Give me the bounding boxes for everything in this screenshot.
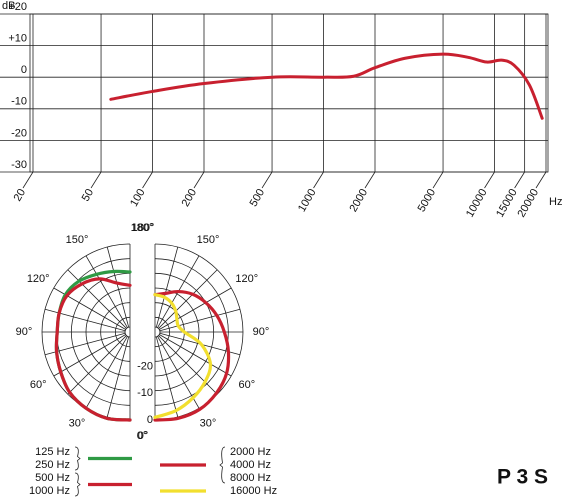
polar-spoke (53, 334, 126, 377)
polar-spoke (159, 287, 232, 330)
response-curve (109, 52, 544, 120)
x-tick (484, 171, 495, 189)
angle-label: 30° (69, 418, 86, 430)
polar-curve (153, 293, 213, 419)
x-tick-label: 100 (128, 187, 148, 209)
x-tick (535, 171, 547, 189)
x-tick-label: 200 (180, 187, 200, 209)
legend-label: 500 Hz (35, 472, 70, 484)
x-tick-label: 1000 (296, 187, 319, 214)
legend-label: 16000 Hz (230, 485, 277, 497)
x-tick-label: 500 (248, 187, 268, 209)
angle-label: 120° (235, 273, 258, 285)
plot-frame (29, 13, 549, 173)
legend-label: 8000 Hz (230, 472, 271, 484)
polar-spoke (67, 335, 127, 395)
angle-label: 150° (197, 234, 220, 246)
angle-label: 90° (16, 326, 33, 338)
angle-label: 120° (27, 273, 50, 285)
angle-label: 90° (253, 326, 270, 338)
polar-spoke (159, 334, 232, 377)
x-tick (364, 171, 376, 189)
polar-spoke (85, 336, 128, 409)
x-tick-label: 20 (12, 187, 29, 204)
polar-ring (154, 326, 161, 338)
x-axis-label: Hz (549, 196, 562, 208)
legend-label: 125 Hz (35, 446, 70, 458)
x-tick (514, 171, 525, 189)
legend-brace (219, 446, 226, 484)
y-tick-label: 0 (21, 64, 27, 76)
x-tick-label: 5000 (416, 187, 439, 214)
y-tick-label: -10 (11, 96, 27, 108)
polar-spoke (106, 246, 130, 328)
polar-spoke (157, 336, 200, 409)
polar-spoke (106, 336, 130, 418)
polar-spoke (44, 332, 126, 356)
x-tick (22, 171, 34, 189)
polar-spoke (67, 269, 127, 329)
radius-label: 0 (147, 414, 153, 426)
angle-label: 60° (30, 379, 47, 391)
legend-brace (74, 472, 81, 497)
angle-label: 180° (131, 222, 154, 234)
x-tick (142, 171, 153, 189)
legend-label: 2000 Hz (230, 446, 271, 458)
polar-curve (54, 277, 132, 422)
y-axis-label: dB (2, 0, 15, 12)
x-tick (193, 171, 205, 189)
polar-curve (153, 289, 231, 422)
y-tick-label: +20 (8, 1, 27, 13)
angle-label: 0° (137, 430, 148, 442)
x-tick-label: 10000 (464, 187, 490, 219)
x-tick-label: 20000 (515, 187, 541, 219)
polar-ring (124, 326, 131, 338)
angle-label: 150° (66, 234, 89, 246)
x-tick (313, 171, 324, 189)
angle-label: 180° (132, 222, 155, 234)
x-tick-label: 50 (80, 187, 97, 204)
angle-label: 0° (138, 430, 149, 442)
polar-spoke (158, 269, 218, 329)
y-tick-label: -30 (11, 159, 27, 171)
radius-label: -10 (137, 387, 153, 399)
y-tick-label: +10 (8, 33, 27, 45)
polar-spoke (155, 336, 179, 418)
x-tick (261, 171, 273, 189)
x-tick-label: 2000 (347, 187, 370, 214)
legend-brace (74, 446, 81, 471)
polar-spoke (158, 335, 218, 395)
y-tick-label: -20 (11, 127, 27, 139)
legend-label: 1000 Hz (29, 485, 70, 497)
legend-label: 250 Hz (35, 459, 70, 471)
angle-label: 60° (238, 379, 255, 391)
polar-spoke (85, 255, 128, 328)
polar-spoke (159, 308, 241, 332)
x-tick (90, 171, 102, 189)
legend-label: 4000 Hz (230, 459, 271, 471)
model-name: P 3 S (497, 466, 548, 489)
x-tick (432, 171, 444, 189)
radius-label: -20 (137, 361, 153, 373)
angle-label: 30° (200, 418, 217, 430)
polar-spoke (155, 246, 179, 328)
